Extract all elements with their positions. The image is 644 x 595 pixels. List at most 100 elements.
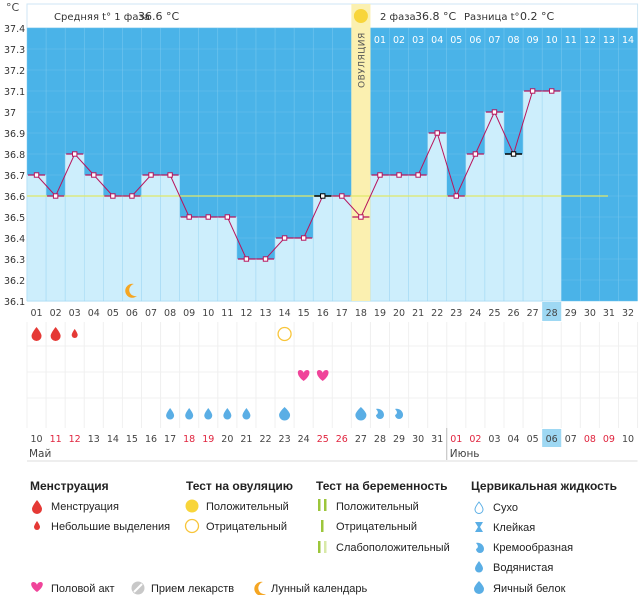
legend-menstruation-item: Менструация	[51, 501, 119, 513]
date-label: 20	[221, 434, 233, 445]
phase2-value: 36.8 °C	[415, 10, 456, 23]
temperature-column	[274, 237, 295, 302]
temperature-column	[465, 153, 486, 302]
cycle-day-label: 17	[336, 308, 348, 319]
cycle-day-label: 11	[221, 308, 233, 319]
temperature-column	[408, 174, 428, 302]
temperature-line	[36, 90, 552, 260]
temperature-column	[83, 174, 104, 302]
legend-ovtest-positive: Положительный	[206, 501, 289, 513]
phase2-day-label: 11	[565, 35, 577, 46]
date-label: 13	[88, 434, 100, 445]
date-label: 31	[431, 434, 443, 445]
temperature-point	[529, 88, 536, 94]
temperature-column	[141, 174, 161, 302]
date-label: 11	[50, 434, 62, 445]
temperature-column	[217, 216, 238, 302]
cycle-day-label: 01	[30, 308, 42, 319]
date-label: 06	[546, 434, 558, 445]
ovtest-positive-icon	[185, 499, 199, 513]
cycle-day-label: 27	[527, 308, 539, 319]
phase2-day-label: 07	[488, 35, 500, 46]
phase2-day-label: 08	[507, 35, 519, 46]
date-label: 24	[298, 434, 310, 445]
y-tick-label: 36.6	[4, 192, 25, 203]
phase2-day-label: 13	[603, 35, 615, 46]
temperature-columns	[26, 90, 562, 302]
cycle-day-label: 23	[450, 308, 462, 319]
temperature-point	[129, 193, 135, 199]
date-label: 30	[412, 434, 424, 445]
temperature-point	[72, 151, 78, 157]
temperature-column	[370, 174, 390, 302]
cycle-day-label: 03	[69, 308, 81, 319]
date-label: 10	[622, 434, 634, 445]
temperature-column	[389, 174, 409, 302]
y-tick-label: 36.2	[4, 276, 25, 287]
month-label-june: Июнь	[450, 448, 480, 460]
cycle-day-label: 08	[164, 308, 176, 319]
cycle-day-label: 04	[88, 308, 100, 319]
date-label: 01	[450, 434, 462, 445]
date-label: 25	[317, 434, 329, 445]
date-label: 18	[183, 434, 195, 445]
moon-icon	[254, 581, 266, 595]
watery-drop-icon	[242, 408, 251, 420]
menstruation-icon	[32, 500, 42, 514]
temperature-point	[339, 193, 345, 199]
menstruation-drop-icon	[31, 327, 42, 342]
y-tick-label: 37.3	[4, 45, 25, 56]
date-label: 21	[240, 434, 252, 445]
temperature-column	[293, 237, 314, 302]
phase2-day-label: 14	[622, 35, 634, 46]
legend-creamy: Кремообразная	[493, 542, 573, 554]
date-label: 29	[393, 434, 405, 445]
temperature-point	[300, 235, 307, 241]
date-label: 12	[69, 434, 81, 445]
cycle-day-label: 02	[50, 308, 62, 319]
phase2-day-label: 10	[546, 35, 558, 46]
creamy-drop-icon	[375, 408, 384, 419]
cycle-day-label: 16	[317, 308, 329, 319]
cycle-day-label: 32	[622, 308, 634, 319]
watery-drop-icon	[166, 408, 175, 420]
date-label: 28	[374, 434, 386, 445]
y-tick-label: 37.4	[4, 24, 25, 35]
date-label: 05	[527, 434, 539, 445]
pregtest-weak-icon	[318, 541, 321, 553]
cycle-day-label: 25	[488, 308, 500, 319]
temperature-column	[45, 195, 66, 302]
date-label: 16	[145, 434, 157, 445]
ovulation-band	[351, 4, 371, 301]
highlighted-day-bg	[542, 302, 562, 321]
cycle-day-label: 10	[202, 308, 214, 319]
phase2-day-label: 09	[527, 35, 539, 46]
spotting-drop-icon	[71, 329, 78, 338]
temperature-point	[186, 214, 192, 220]
cycle-day-label: 20	[393, 308, 405, 319]
temperature-point	[205, 214, 211, 220]
cycle-day-label: 19	[374, 308, 386, 319]
heart-icon	[316, 370, 329, 381]
phase2-day-label: 01	[374, 35, 386, 46]
date-label: 22	[259, 434, 271, 445]
temperature-column	[427, 132, 448, 302]
temperature-column	[503, 153, 524, 302]
temperature-point	[472, 151, 479, 157]
legend-pregtest-weak: Слабоположительный	[336, 542, 450, 554]
date-label: 07	[565, 434, 577, 445]
cycle-day-label: 13	[259, 308, 271, 319]
temperature-column	[122, 195, 142, 302]
sticky-icon	[475, 522, 483, 532]
y-tick-label: 36.4	[4, 234, 25, 245]
symptom-rows: 01 02 03 04 05 06 07 08 09 10 11 12 13 14 15 16 17 18 19 20…	[26, 302, 639, 462]
creamy-drop-icon	[395, 408, 404, 419]
phase2-day-label: 05	[450, 35, 462, 46]
ovtest-negative-icon	[184, 518, 200, 534]
cycle-day-label: 09	[183, 308, 195, 319]
phase2-day-label: 12	[584, 35, 596, 46]
cycle-day-label: 21	[412, 308, 424, 319]
temperature-point	[52, 193, 59, 199]
cycle-day-label: 12	[240, 308, 252, 319]
